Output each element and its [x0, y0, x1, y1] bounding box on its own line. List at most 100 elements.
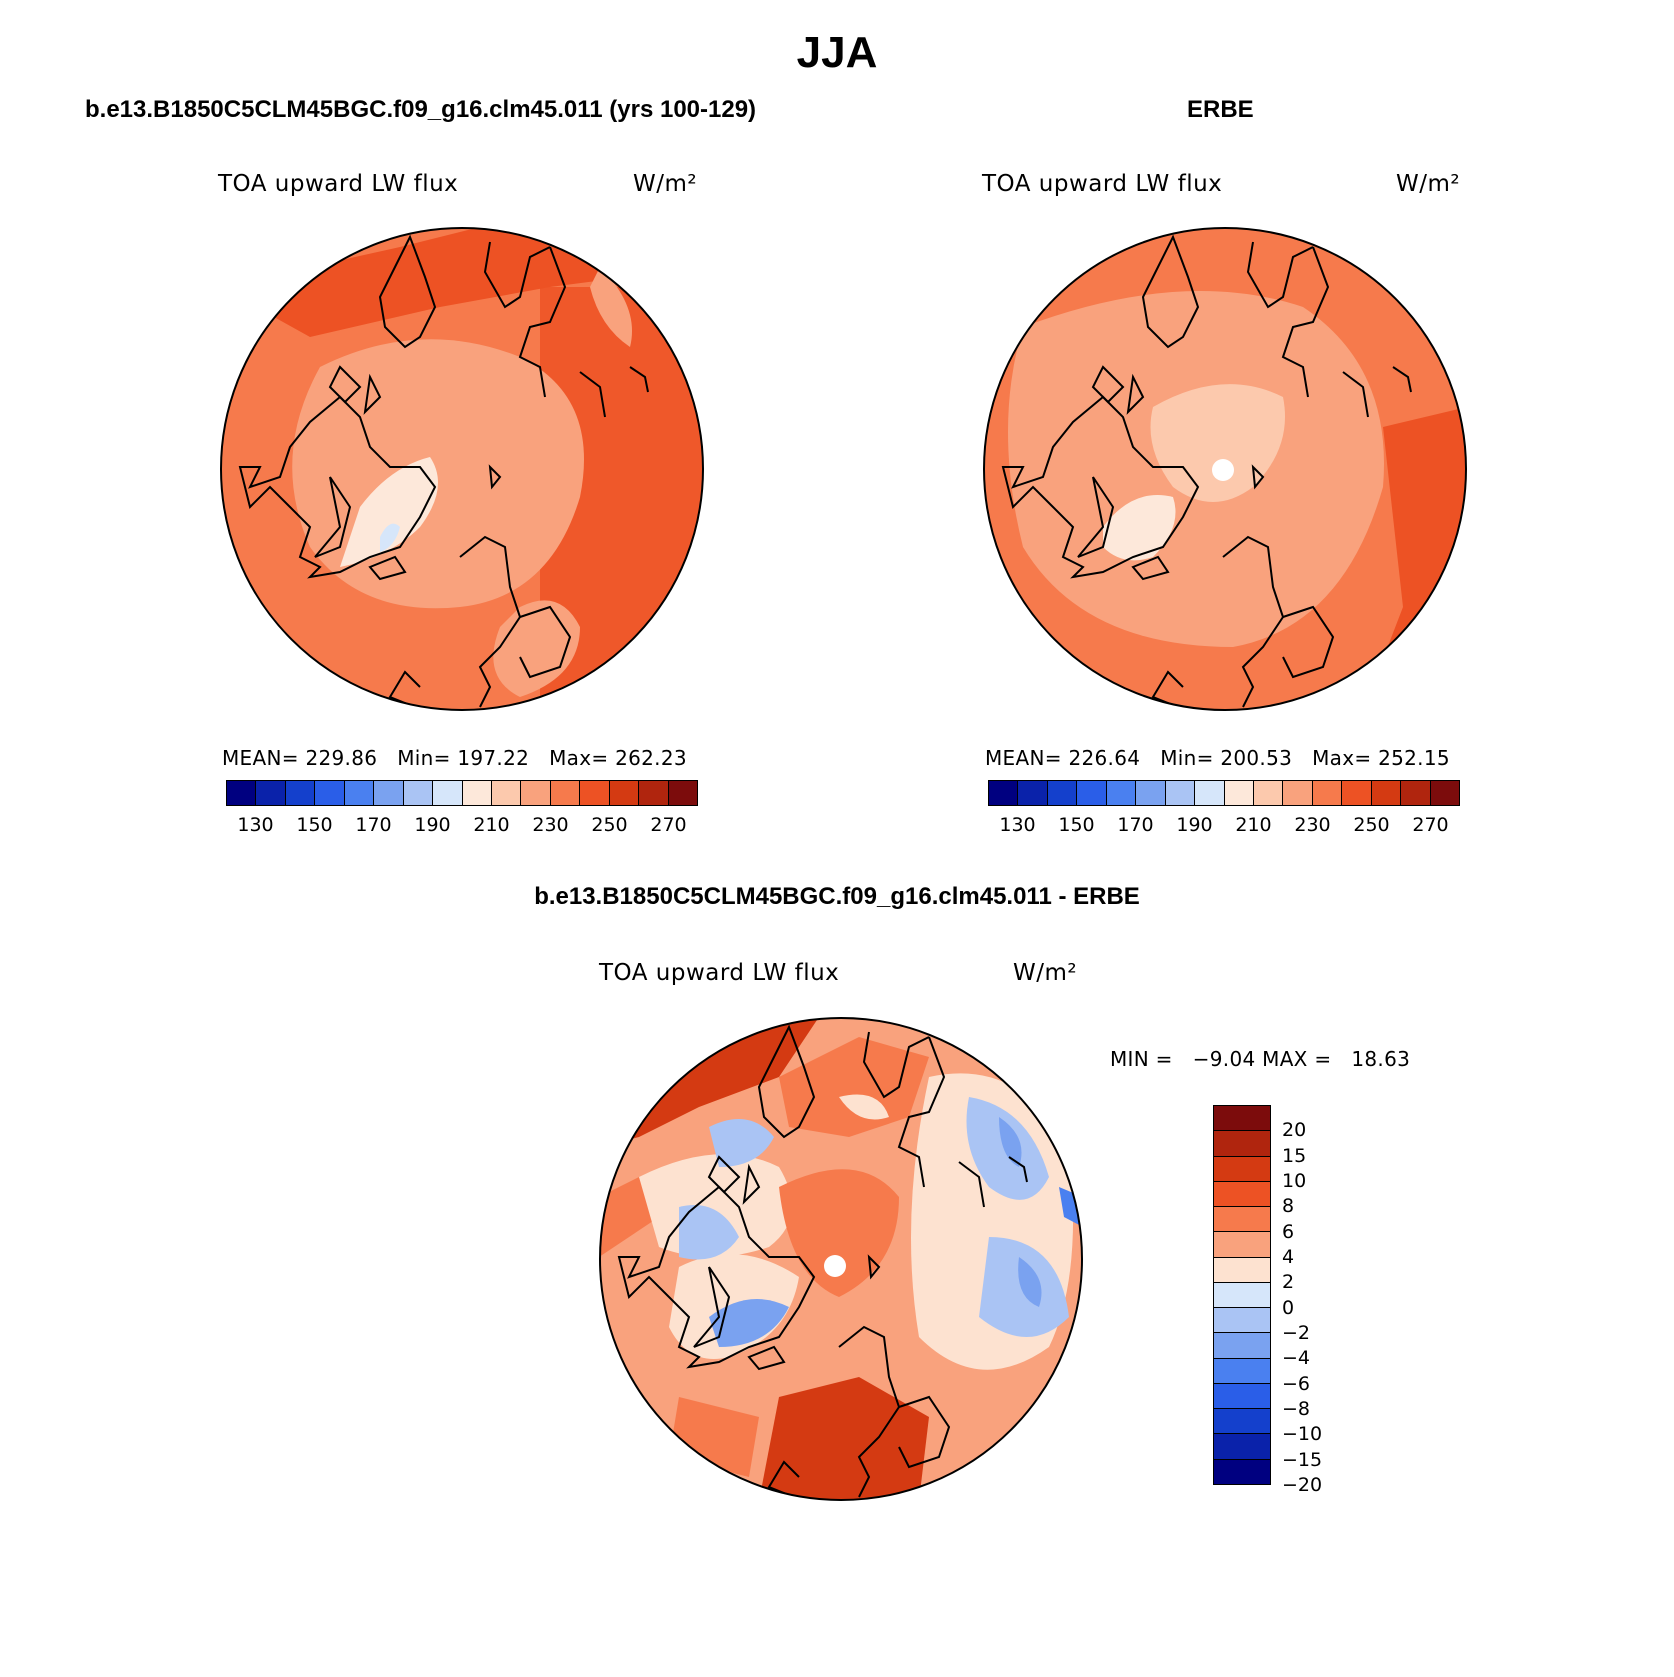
colorbar-tick-label: −10	[1282, 1423, 1323, 1446]
colorbar-segment	[1214, 1156, 1270, 1182]
colorbar-segment	[1214, 1282, 1270, 1309]
model-polar-map	[220, 227, 704, 711]
colorbar-segment	[1077, 781, 1107, 805]
model-max-label: Max=	[549, 746, 609, 770]
colorbar-tick-label: 250	[591, 814, 628, 836]
colorbar-tick-label: 150	[296, 814, 333, 836]
model-colorbar-ticks: 130 150 170 190 210 230 250 270	[226, 814, 698, 838]
colorbar-segment	[1106, 781, 1137, 805]
colorbar-segment	[1214, 1257, 1270, 1283]
colorbar-tick-label: 270	[1412, 814, 1449, 836]
model-variable-label: TOA upward LW flux	[218, 171, 459, 197]
colorbar-segment	[1214, 1383, 1270, 1410]
colorbar-tick-label: 210	[473, 814, 510, 836]
colorbar-segment	[1214, 1333, 1270, 1359]
model-stats: MEAN= 229.86 Min= 197.22 Max= 262.23	[222, 746, 687, 770]
colorbar-segment	[1214, 1131, 1270, 1157]
obs-mean-value: 226.64	[1068, 746, 1141, 770]
colorbar-segment	[1214, 1409, 1270, 1435]
colorbar-segment	[1195, 781, 1225, 805]
colorbar-segment	[256, 781, 286, 805]
colorbar-tick-label: −2	[1282, 1322, 1311, 1344]
colorbar-segment	[1430, 781, 1459, 805]
obs-panel-heading: ERBE	[1187, 96, 1254, 123]
colorbar-tick-label: 15	[1282, 1144, 1307, 1167]
colorbar-tick-label: 150	[1058, 814, 1095, 836]
colorbar-segment	[1283, 781, 1313, 805]
colorbar-segment	[403, 781, 434, 805]
diff-colorbar	[1213, 1105, 1271, 1485]
colorbar-segment	[550, 781, 581, 805]
colorbar-segment	[462, 781, 492, 805]
colorbar-segment	[668, 781, 697, 805]
colorbar-segment	[1214, 1308, 1270, 1334]
obs-colorbar-ticks: 130 150 170 190 210 230 250 270	[988, 814, 1460, 838]
colorbar-tick-label: 230	[1294, 814, 1331, 836]
diff-variable-label: TOA upward LW flux	[599, 960, 840, 986]
colorbar-segment	[1224, 781, 1254, 805]
colorbar-segment	[1214, 1459, 1270, 1484]
diff-panel-heading: b.e13.B1850C5CLM45BGC.f09_g16.clm45.011 …	[534, 883, 1140, 910]
colorbar-tick-label: 2	[1282, 1271, 1295, 1294]
obs-stats: MEAN= 226.64 Min= 200.53 Max= 252.15	[985, 746, 1450, 770]
colorbar-segment	[609, 781, 640, 805]
model-mean-label: MEAN=	[222, 746, 299, 770]
colorbar-segment	[491, 781, 522, 805]
colorbar-tick-label: 170	[1117, 814, 1154, 836]
colorbar-segment	[1342, 781, 1372, 805]
colorbar-tick-label: 190	[1176, 814, 1213, 836]
colorbar-segment	[1253, 781, 1284, 805]
colorbar-segment	[521, 781, 551, 805]
diff-units-label: W/m²	[1013, 960, 1078, 986]
obs-colorbar	[988, 780, 1460, 806]
diff-colorbar-ticks: 20 15 10 8 6 4 2 0 −2 −4 −6 −8 −10 −15 −20	[1282, 1105, 1342, 1496]
colorbar-segment	[315, 781, 345, 805]
colorbar-tick-label: 6	[1282, 1220, 1295, 1243]
colorbar-tick-label: 130	[999, 814, 1036, 836]
colorbar-segment	[1371, 781, 1402, 805]
colorbar-segment	[989, 781, 1019, 805]
colorbar-tick-label: 270	[650, 814, 687, 836]
obs-mean-label: MEAN=	[985, 746, 1062, 770]
colorbar-tick-label: 4	[1282, 1246, 1295, 1268]
obs-min-label: Min=	[1160, 746, 1214, 770]
figure-title: JJA	[796, 28, 878, 77]
colorbar-tick-label: 210	[1235, 814, 1272, 836]
diff-minmax: MIN = −9.04 MAX = 18.63	[1110, 1047, 1411, 1071]
colorbar-tick-label: 10	[1282, 1170, 1307, 1192]
colorbar-segment	[1136, 781, 1166, 805]
colorbar-segment	[1214, 1358, 1270, 1384]
colorbar-tick-label: −4	[1282, 1347, 1311, 1370]
colorbar-tick-label: 8	[1282, 1195, 1295, 1218]
colorbar-segment	[580, 781, 610, 805]
model-mean-value: 229.86	[305, 746, 378, 770]
model-colorbar	[226, 780, 698, 806]
colorbar-segment	[1214, 1207, 1270, 1233]
colorbar-segment	[1312, 781, 1343, 805]
colorbar-segment	[1165, 781, 1196, 805]
model-min-value: 197.22	[457, 746, 530, 770]
model-min-label: Min=	[397, 746, 451, 770]
obs-max-value: 252.15	[1378, 746, 1450, 770]
obs-units-label: W/m²	[1396, 171, 1461, 197]
obs-min-value: 200.53	[1220, 746, 1293, 770]
colorbar-segment	[344, 781, 375, 805]
colorbar-segment	[374, 781, 404, 805]
colorbar-tick-label: 190	[414, 814, 451, 836]
colorbar-segment	[639, 781, 669, 805]
colorbar-segment	[1214, 1232, 1270, 1258]
model-units-label: W/m²	[633, 171, 698, 197]
colorbar-segment	[1018, 781, 1048, 805]
diff-polar-map	[599, 1017, 1083, 1501]
colorbar-tick-label: −20	[1282, 1474, 1323, 1496]
colorbar-segment	[1214, 1181, 1270, 1208]
colorbar-segment	[1047, 781, 1078, 805]
colorbar-segment	[1214, 1434, 1270, 1460]
colorbar-tick-label: 170	[355, 814, 392, 836]
colorbar-tick-label: 0	[1282, 1296, 1295, 1319]
colorbar-tick-label: −15	[1282, 1448, 1323, 1471]
model-max-value: 262.23	[615, 746, 687, 770]
colorbar-segment	[1401, 781, 1431, 805]
colorbar-segment	[1214, 1106, 1270, 1132]
colorbar-segment	[285, 781, 316, 805]
